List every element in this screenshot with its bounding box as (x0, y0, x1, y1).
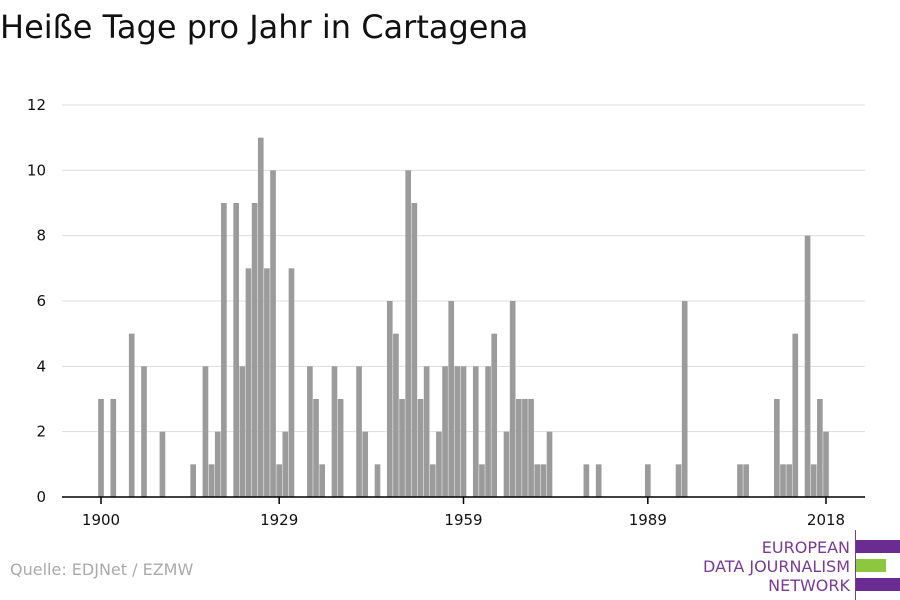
bar (522, 399, 528, 497)
y-tick-label: 4 (36, 357, 46, 375)
bar (405, 170, 412, 498)
bar (823, 431, 829, 497)
edjnet-logo: EUROPEAN DATA JOURNALISM NETWORK (700, 530, 900, 600)
bar (743, 464, 749, 497)
bar (595, 464, 602, 497)
bar (540, 464, 547, 497)
logo-bar-middle (856, 559, 886, 572)
bar (239, 366, 246, 497)
bar (534, 464, 541, 497)
bar (251, 203, 258, 497)
bar (319, 464, 326, 497)
bar (509, 301, 516, 497)
x-ticks: 1900 1929 1959 1989 2018 (82, 497, 845, 529)
bar (583, 464, 590, 497)
bar (141, 366, 147, 497)
bar (681, 301, 688, 497)
bar (128, 333, 135, 497)
y-tick-labels: 0 2 4 6 8 10 12 (27, 96, 46, 506)
bar (528, 399, 534, 497)
bar (491, 333, 498, 497)
bar (675, 464, 682, 497)
bar (331, 366, 338, 497)
x-tick-label: 2018 (807, 511, 845, 529)
bar (159, 431, 166, 497)
bar (810, 464, 817, 497)
bar (313, 399, 319, 497)
logo-bar-top (856, 540, 900, 553)
bar (429, 464, 436, 497)
bar (411, 203, 418, 497)
bar (337, 399, 344, 497)
bar (399, 399, 405, 497)
y-tick-label: 12 (27, 96, 46, 114)
bar (190, 464, 196, 497)
bars (98, 137, 829, 498)
bar (214, 431, 221, 497)
bar (460, 366, 467, 497)
bar (817, 399, 823, 497)
bar (233, 203, 239, 497)
bar (356, 366, 362, 497)
x-tick-label: 1959 (444, 511, 482, 529)
bar (393, 333, 399, 497)
logo-line-1: EUROPEAN (761, 538, 850, 557)
bar (245, 268, 252, 497)
bar (270, 170, 276, 498)
bar (442, 366, 448, 497)
bar (644, 464, 651, 497)
bar (386, 301, 393, 497)
bar (780, 464, 786, 497)
x-tick-label: 1989 (629, 511, 667, 529)
chart-title: Heiße Tage pro Jahr in Cartagena (0, 8, 529, 46)
y-tick-label: 0 (36, 488, 46, 506)
logo-bar-bottom (856, 578, 900, 591)
bar (774, 399, 780, 497)
bar (448, 301, 455, 497)
bar (472, 366, 479, 497)
bar (264, 268, 270, 497)
bar (282, 431, 289, 497)
bar (503, 431, 510, 497)
bar (792, 333, 799, 497)
x-tick-label: 1900 (82, 511, 120, 529)
bar (546, 431, 553, 497)
y-tick-label: 8 (36, 227, 46, 245)
x-tick-label: 1929 (260, 511, 298, 529)
bar (479, 464, 485, 497)
bar (423, 366, 430, 497)
bar (436, 431, 442, 497)
bar (202, 366, 209, 497)
bar (110, 399, 117, 497)
bar (737, 464, 743, 497)
bar (257, 137, 264, 497)
bar (362, 431, 369, 497)
bar (276, 464, 283, 497)
bar (515, 399, 522, 497)
bar (804, 235, 811, 497)
bar (208, 464, 215, 497)
source-label: Quelle: EDJNet / EZMW (10, 560, 194, 579)
y-tick-label: 2 (36, 423, 46, 441)
y-tick-label: 10 (27, 161, 46, 179)
logo-separator (855, 530, 856, 600)
bar (307, 366, 313, 497)
logo-line-3: NETWORK (768, 576, 850, 595)
bar (288, 268, 295, 497)
bar (221, 203, 227, 497)
y-tick-label: 6 (36, 292, 46, 310)
bar (98, 399, 104, 497)
logo-line-2: DATA JOURNALISM (703, 557, 850, 576)
bar (417, 399, 424, 497)
bar (485, 366, 491, 497)
bar (786, 464, 792, 497)
bar (374, 464, 381, 497)
bar (454, 366, 461, 497)
